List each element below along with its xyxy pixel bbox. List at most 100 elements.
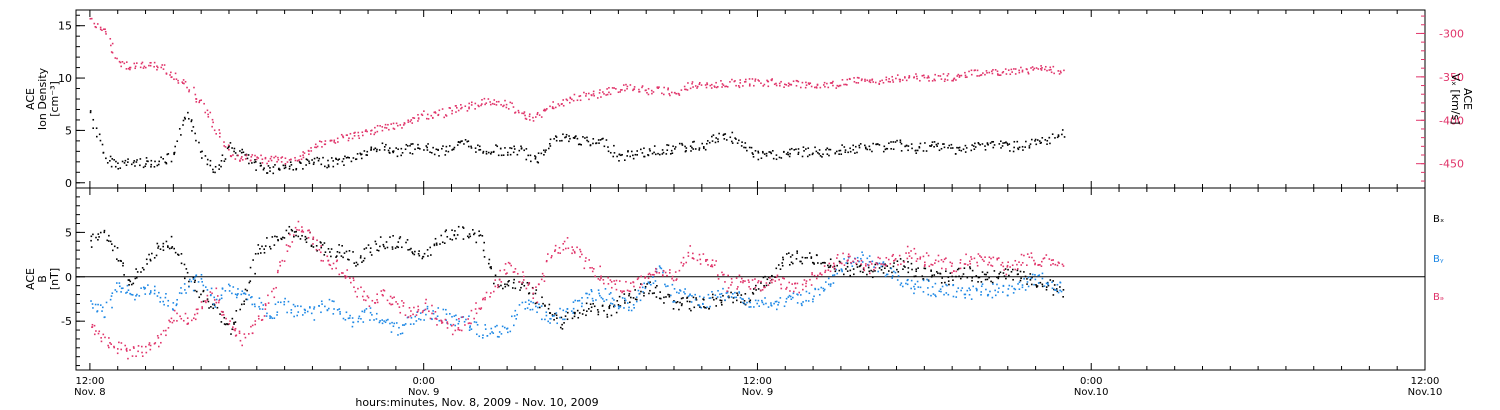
velocity-point: [766, 79, 768, 82]
velocity-point: [830, 82, 833, 84]
bz-point: [273, 296, 276, 299]
bz-point: [603, 282, 605, 285]
by-point: [608, 293, 611, 295]
by-point: [540, 305, 543, 307]
bz-point: [184, 312, 187, 315]
velocity-point: [775, 84, 778, 87]
by-point: [200, 278, 203, 280]
density-point: [509, 147, 511, 149]
velocity-point: [109, 37, 112, 40]
by-point: [897, 275, 900, 277]
by-point: [735, 296, 738, 299]
density-point: [490, 151, 493, 154]
by-point: [812, 298, 814, 301]
velocity-point: [826, 82, 828, 85]
velocity-point: [729, 81, 731, 83]
velocity-point: [843, 83, 845, 86]
by-point: [856, 256, 859, 259]
density-point: [795, 148, 797, 151]
bx-point: [430, 254, 432, 256]
by-point: [383, 320, 385, 322]
density-point: [146, 160, 148, 162]
bx-point: [149, 258, 152, 261]
density-point: [520, 145, 522, 148]
bz-point: [402, 302, 405, 304]
by-point: [709, 305, 711, 308]
bz-point: [1040, 260, 1043, 263]
bz-point: [658, 272, 661, 274]
by-point: [652, 276, 654, 278]
bz-point: [182, 319, 185, 322]
density-point: [973, 148, 976, 150]
by-point: [304, 311, 306, 314]
density-point: [1004, 142, 1006, 144]
velocity-point: [417, 117, 420, 120]
by-point: [570, 310, 573, 312]
bz-point: [636, 278, 639, 281]
by-point: [628, 306, 630, 309]
by-point: [861, 261, 864, 263]
density-point: [1061, 129, 1064, 131]
bx-point: [534, 302, 537, 305]
by-point: [469, 326, 471, 329]
bx-point: [958, 267, 960, 270]
velocity-point: [128, 66, 131, 69]
by-point: [549, 318, 552, 320]
velocity-point: [474, 102, 477, 105]
bz-point: [964, 263, 967, 265]
velocity-point: [385, 127, 388, 129]
velocity-point: [1059, 70, 1062, 73]
velocity-point: [704, 84, 707, 86]
bz-point: [381, 293, 384, 296]
bz-point: [597, 278, 600, 280]
by-point: [711, 290, 713, 293]
velocity-point: [669, 94, 671, 97]
by-point: [1026, 281, 1029, 283]
by-point: [1011, 285, 1013, 288]
density-point: [218, 164, 221, 166]
bx-point: [555, 314, 558, 317]
bx-point: [859, 264, 862, 266]
bz-point: [289, 245, 291, 248]
density-point: [312, 163, 315, 166]
density-point: [977, 142, 980, 144]
bx-point: [980, 281, 983, 283]
density-point: [803, 150, 805, 152]
density-point: [1024, 146, 1026, 148]
density-point: [130, 163, 133, 166]
density-point: [520, 147, 523, 149]
velocity-point: [569, 101, 571, 104]
by-point: [185, 292, 187, 294]
density-point: [938, 149, 941, 152]
bx-point: [887, 270, 890, 272]
bz-point: [950, 265, 953, 267]
bz-point: [241, 344, 243, 347]
velocity-point: [188, 89, 191, 91]
velocity-point: [835, 87, 838, 89]
velocity-point: [392, 122, 395, 125]
by-point: [813, 295, 815, 298]
density-point: [451, 149, 453, 151]
bx-point: [212, 307, 215, 310]
density-point: [414, 148, 416, 151]
density-point: [958, 149, 961, 151]
bz-point: [783, 277, 785, 280]
velocity-point: [714, 86, 716, 88]
bz-point: [211, 292, 213, 295]
density-point: [381, 142, 384, 145]
bx-point: [755, 284, 757, 287]
bx-point: [817, 262, 819, 264]
by-point: [290, 309, 293, 311]
by-point: [556, 322, 559, 325]
density-point: [347, 156, 349, 159]
density-point: [647, 154, 649, 156]
velocity-point: [277, 156, 279, 159]
velocity-point: [641, 86, 643, 89]
density-point: [669, 153, 672, 155]
velocity-point: [934, 79, 936, 82]
bx-point: [233, 323, 235, 325]
density-point: [872, 142, 874, 145]
by-point: [765, 302, 767, 305]
bz-point: [682, 256, 685, 259]
velocity-point: [456, 107, 458, 109]
